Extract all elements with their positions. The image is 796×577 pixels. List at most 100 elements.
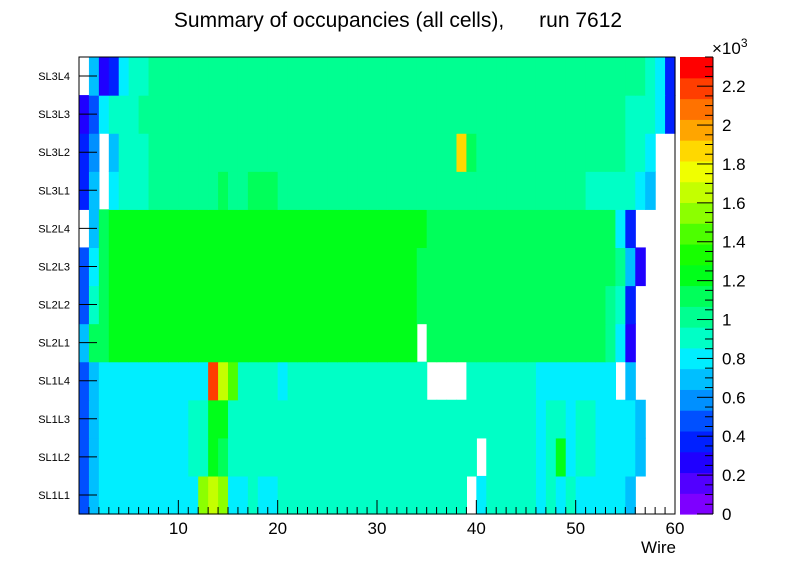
colorbar-swatch: [680, 368, 713, 390]
heatmap-cell: [367, 323, 378, 363]
heatmap-cell: [327, 399, 338, 439]
heatmap-cell: [98, 285, 110, 325]
heatmap-cell: [605, 247, 616, 287]
heatmap-cell: [605, 95, 616, 134]
heatmap-cell: [605, 323, 616, 363]
heatmap-cell: [237, 475, 249, 515]
heatmap-cell: [158, 323, 169, 363]
x-tick-label: 40: [467, 519, 486, 538]
heatmap-cell: [357, 247, 368, 287]
heatmap-cell: [218, 171, 229, 210]
heatmap-cell: [357, 475, 368, 515]
heatmap-cell: [168, 209, 179, 249]
heatmap-cell: [148, 209, 160, 249]
heatmap-cell: [565, 285, 577, 325]
heatmap-cell: [426, 209, 438, 249]
heatmap-cell: [337, 57, 348, 96]
heatmap-cell: [357, 171, 368, 210]
heatmap-cell: [416, 171, 428, 210]
heatmap-cell: [228, 285, 239, 325]
heatmap-cell: [228, 209, 239, 249]
heatmap-cell: [555, 475, 567, 515]
heatmap-cell: [645, 171, 656, 210]
heatmap-cell: [208, 323, 219, 363]
heatmap-cell: [317, 475, 328, 515]
heatmap-cell: [476, 247, 487, 287]
heatmap-cell: [357, 133, 368, 172]
heatmap-cell: [158, 475, 169, 515]
heatmap-cell: [307, 209, 318, 249]
heatmap-cell: [208, 171, 219, 210]
heatmap-cell: [595, 171, 607, 210]
heatmap-cell: [377, 323, 388, 363]
heatmap-cell: [188, 247, 199, 287]
heatmap-cell: [446, 247, 458, 287]
heatmap-cell: [406, 133, 418, 172]
heatmap-cell: [317, 209, 328, 249]
heatmap-cell: [545, 285, 557, 325]
heatmap-cell: [555, 247, 567, 287]
heatmap-cell: [526, 247, 537, 287]
heatmap-cell: [327, 361, 338, 401]
heatmap-cell: [317, 171, 328, 210]
heatmap-cell: [506, 475, 517, 515]
heatmap-cell: [347, 475, 358, 515]
heatmap-cell: [108, 399, 120, 439]
heatmap-cell: [585, 285, 597, 325]
colorbar-exponent: ×103: [712, 36, 748, 58]
heatmap-cell: [535, 361, 547, 401]
heatmap-cell: [476, 133, 487, 172]
heatmap-cell: [108, 475, 120, 515]
heatmap-cell: [188, 95, 199, 134]
heatmap-cell: [267, 209, 279, 249]
heatmap-cell: [108, 209, 120, 249]
heatmap-cell: [277, 437, 289, 477]
heatmap-cell: [406, 323, 418, 363]
heatmap-cell: [178, 57, 189, 96]
heatmap-cell: [545, 475, 557, 515]
heatmap-cell: [377, 399, 388, 439]
heatmap-cell: [98, 361, 110, 401]
heatmap-cell: [605, 209, 616, 249]
heatmap-cell: [178, 361, 189, 401]
heatmap-cell: [247, 133, 259, 172]
heatmap-cell: [406, 95, 418, 134]
heatmap-cell: [466, 285, 477, 325]
heatmap-cell: [545, 323, 557, 363]
heatmap-cell: [565, 57, 577, 96]
heatmap-cell: [267, 133, 279, 172]
heatmap-cell: [565, 247, 577, 287]
heatmap-cell: [218, 133, 229, 172]
heatmap-cell: [565, 323, 577, 363]
heatmap-cell: [277, 285, 289, 325]
heatmap-cell: [228, 361, 239, 401]
heatmap-cell: [516, 323, 527, 363]
heatmap-cell: [317, 247, 328, 287]
heatmap-cell: [307, 247, 318, 287]
y-tick-label: SL1L1: [38, 490, 70, 502]
heatmap-cell: [575, 133, 587, 172]
colorbar-swatch: [680, 285, 713, 307]
heatmap-cell: [118, 95, 130, 134]
heatmap-cell: [237, 133, 249, 172]
chart-title: Summary of occupancies (all cells), run …: [174, 9, 622, 32]
colorbar-swatch: [680, 430, 713, 453]
heatmap-cell: [148, 399, 160, 439]
heatmap-cell: [297, 475, 309, 515]
heatmap-cell: [555, 95, 567, 134]
heatmap-cell: [426, 437, 438, 477]
heatmap-cell: [287, 133, 299, 172]
heatmap-cell: [237, 95, 249, 134]
heatmap-cell: [406, 209, 418, 249]
heatmap-cell: [297, 95, 309, 134]
heatmap-cell: [208, 95, 219, 134]
y-tick-label: SL1L4: [38, 376, 70, 388]
x-axis-label: Wire: [641, 538, 676, 557]
x-tick-label: 60: [666, 519, 685, 538]
heatmap-cell: [198, 209, 209, 249]
heatmap-cell: [526, 475, 537, 515]
y-tick-label: SL3L1: [38, 185, 70, 197]
heatmap-cell: [218, 361, 229, 401]
heatmap-cell: [456, 247, 467, 287]
heatmap-cell: [108, 361, 120, 401]
